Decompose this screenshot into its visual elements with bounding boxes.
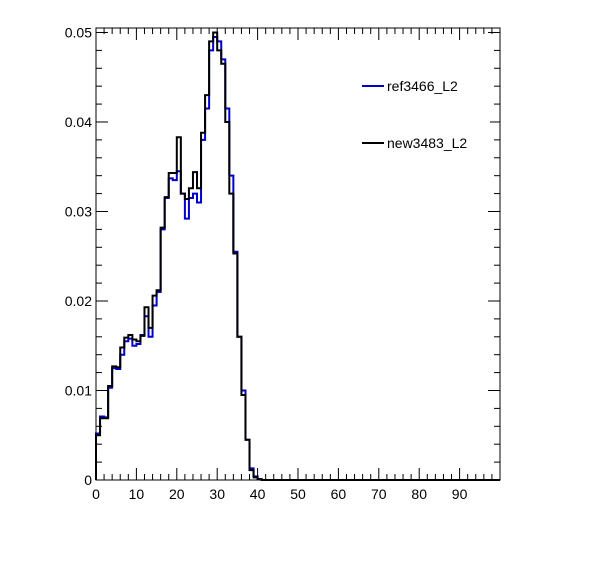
- y-tick-label: 0.01: [65, 382, 92, 398]
- y-tick-label: 0.05: [65, 24, 92, 40]
- x-tick-label: 60: [331, 486, 347, 502]
- legend-label-new3483-l2: new3483_L2: [387, 135, 467, 151]
- legend-box: [358, 64, 490, 168]
- y-tick-label: 0.03: [65, 203, 92, 219]
- y-tick-label: 0.04: [65, 114, 92, 130]
- x-tick-label: 0: [92, 486, 100, 502]
- legend: ref3466_L2 new3483_L2: [358, 64, 490, 168]
- x-tick-label: 80: [411, 486, 427, 502]
- tick-labels: 0 10 20 30 40 50 60 70 80 90 0 0.01 0.02 0.03 0.04 0.05: [65, 24, 468, 502]
- x-tick-label: 40: [250, 486, 266, 502]
- x-tick-label: 90: [452, 486, 468, 502]
- x-tick-label: 20: [169, 486, 185, 502]
- y-tick-label: 0: [84, 472, 92, 488]
- x-tick-label: 70: [371, 486, 387, 502]
- x-tick-label: 10: [129, 486, 145, 502]
- plot-frame: [95, 27, 501, 481]
- y-tick-label: 0.02: [65, 293, 92, 309]
- x-tick-label: 50: [290, 486, 306, 502]
- legend-label-ref3466-l2: ref3466_L2: [387, 78, 458, 94]
- x-tick-label: 30: [209, 486, 225, 502]
